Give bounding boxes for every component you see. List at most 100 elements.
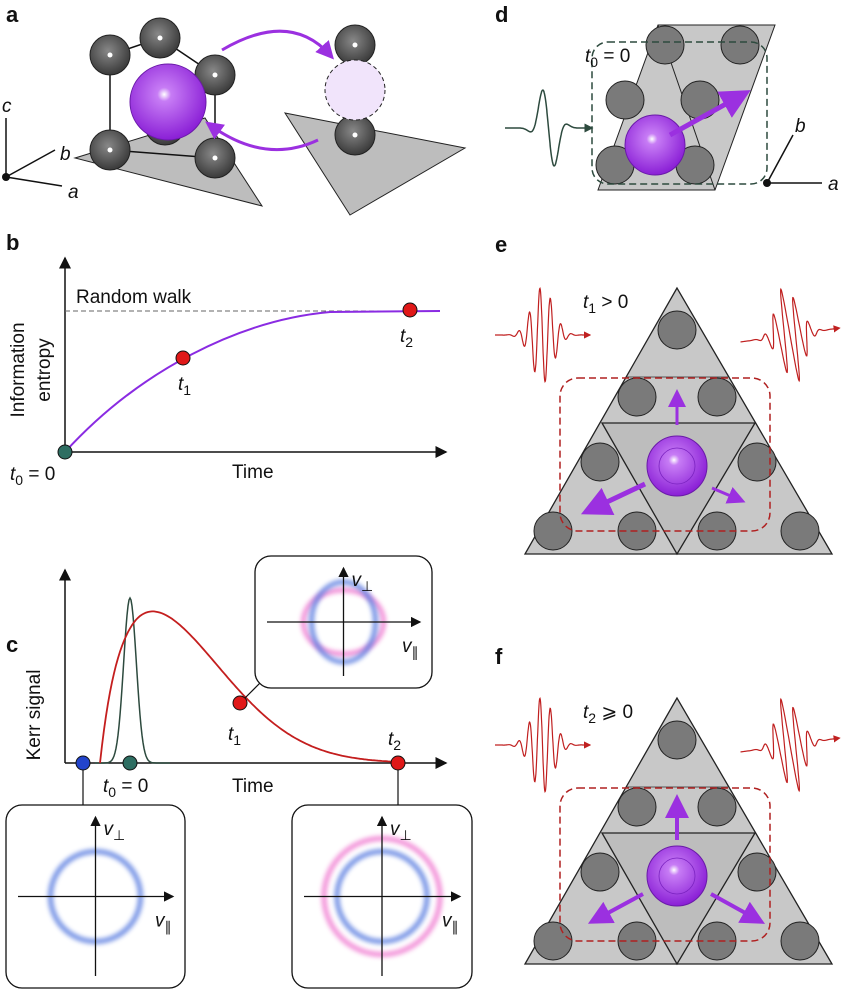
v-perp-label: v⊥ [104,819,126,843]
point-t0 [57,444,73,460]
axes-d [766,134,822,184]
lattice-atom [605,80,645,120]
hop-arrow [710,892,766,924]
axis-b: b [60,144,71,165]
point-t2 [402,302,418,318]
probe-pulse-in-icon [495,286,592,384]
hop-arrow-back [205,121,319,152]
time-label: t2 ⩾ 0 [583,702,633,726]
v-perp-label: v⊥ [390,819,412,843]
lattice-atom [720,25,760,65]
xlabel: Time [232,462,274,483]
inset-t1: v⊥ v∥ [254,555,433,689]
panel-label-a: a [6,2,19,27]
point-t0 [122,755,138,771]
label-t2: t2 [388,729,401,753]
label-t0: t0 = 0 [10,464,55,488]
panel-label-e: e [495,232,507,257]
hop-arrow [711,486,746,504]
atom-highlight [352,132,358,138]
lattice-atom [737,442,777,482]
axes-origin [763,179,771,187]
point-before [75,755,91,771]
axis-b: b [795,116,806,137]
atom-highlight [212,155,218,161]
ion-ring [658,857,696,895]
label-t0: t0 = 0 [103,776,148,800]
kerr-signal-curve [99,610,400,764]
label-t1: t1 [178,374,191,398]
atom-highlight [107,52,113,58]
vacancy-site [324,59,386,121]
pump-pulse-icon [505,89,594,167]
lattice-atom [617,787,657,827]
v-par-label: v∥ [402,636,419,660]
label-t1: t1 [228,724,241,748]
v-perp-label: v⊥ [352,570,374,594]
entropy-curve [64,310,441,453]
lattice-atom [737,852,777,892]
atoms [89,17,376,179]
lattice-atom [533,921,573,961]
atom-highlight [212,72,218,78]
axis-a: a [68,182,79,203]
panel-f: f t2 ⩾ 0 [495,644,841,966]
lattice-atom [697,787,737,827]
panel-c: c Kerr signal Time t0 = 0 t1 t2 v⊥ v∥ v⊥ v∥… [5,555,473,989]
axes-a [5,118,63,187]
random-walk-label: Random walk [76,287,192,308]
inset-t2: v⊥ v∥ [291,804,473,989]
lattice-atom [657,720,697,760]
panel-label-f: f [495,644,503,669]
ion-sphere [129,63,207,141]
hop-arrow [587,892,644,924]
point-t1 [175,350,191,366]
lattice-atom [533,511,573,551]
panel-d: d t0 = 0 a b [495,2,839,195]
panel-label-d: d [495,2,508,27]
point-t1 [232,695,248,711]
v-par-label: v∥ [155,911,172,935]
axis-a: a [828,174,839,195]
lattice-atom [645,25,685,65]
label-t2: t2 [400,326,413,350]
probe-region [559,377,771,532]
ion-sphere [624,114,686,176]
lattice-atom [780,511,820,551]
probe-region [591,41,768,185]
ylabel: Kerr signal [24,670,45,761]
time-label: t0 = 0 [585,46,630,70]
probe-pulse-out-icon [740,697,841,793]
atom-highlight [352,42,358,48]
lattice-atom [780,921,820,961]
panel-e: e t1 > 0 [495,232,841,556]
atom-highlight [157,35,163,41]
hop-arrow [668,90,751,138]
lattice-atom [580,442,620,482]
ion-sphere [646,845,708,907]
lattice-atom [657,310,697,350]
panel-a: a c b a [2,2,467,216]
lattice-atom [617,377,657,417]
v-par-label: v∥ [442,911,459,935]
panel-b: b Random walk Information entropy Time t… [6,230,448,488]
ylabel-line1: Information [8,322,29,417]
inset-before: v⊥ v∥ [5,804,186,989]
kagome-lattice [495,696,841,966]
probe-pulse-in-icon [495,696,592,794]
panel-label-c: c [6,632,18,657]
ylabel-line2: entropy [34,338,55,402]
probe-pulse-out-icon [740,287,841,383]
probe-region [559,787,771,942]
hop-arrow [580,481,647,516]
pump-pulse-curve [95,596,170,764]
time-label: t1 > 0 [583,292,628,316]
atom-highlight [107,147,113,153]
crystal-plane-right [283,112,467,216]
lattice-atom [697,377,737,417]
ion-sphere [646,435,708,497]
hop-arrow-forward [221,29,334,60]
axes-origin [2,173,10,181]
kagome-lattice [495,286,841,556]
